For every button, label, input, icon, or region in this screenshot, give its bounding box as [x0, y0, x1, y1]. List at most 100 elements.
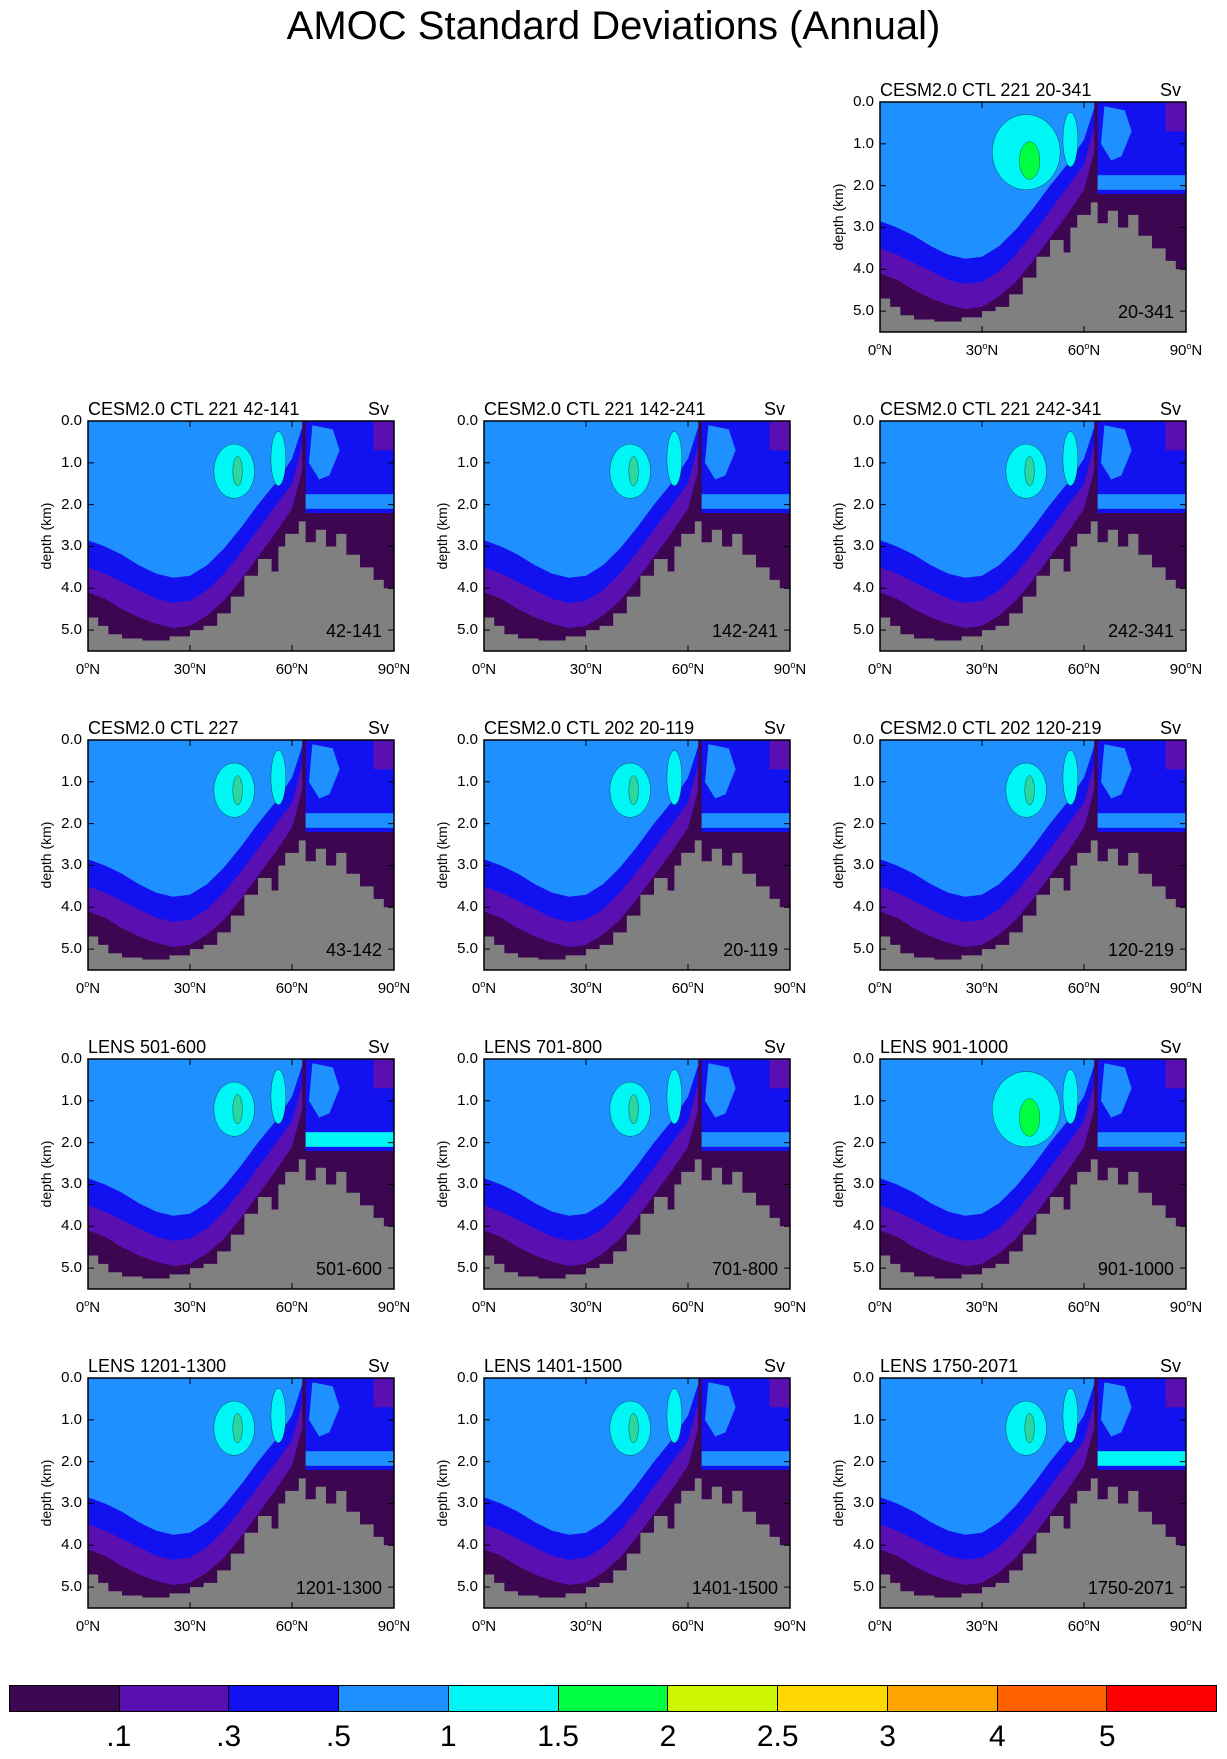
x-tick-suffix: N	[89, 980, 101, 997]
y-tick-label: 4.0	[61, 898, 82, 916]
seafloor-mask	[880, 1159, 1186, 1289]
x-tick-suffix: N	[987, 1299, 999, 1316]
degree-symbol: o	[190, 660, 196, 670]
y-tick-label: 1.0	[853, 134, 874, 152]
degree-symbol: o	[480, 660, 486, 670]
x-tick-label: 90oN	[1156, 657, 1216, 678]
x-tick-suffix: N	[1191, 1299, 1203, 1316]
seafloor-mask	[880, 1478, 1186, 1608]
x-tick-suffix: N	[591, 1618, 603, 1635]
degree-symbol: o	[1084, 660, 1090, 670]
panel-title: CESM2.0 CTL 221 42-141	[88, 399, 300, 419]
x-tick-suffix: N	[987, 980, 999, 997]
y-tick-label: 5.0	[61, 621, 82, 639]
period-label: 20-341	[1117, 302, 1174, 322]
y-tick-label: 2.0	[457, 814, 478, 832]
degree-symbol: o	[586, 1617, 592, 1627]
plot-frame	[483, 739, 791, 971]
x-tick-value: 60	[275, 980, 293, 997]
y-tick-label: 2.0	[61, 495, 82, 513]
arctic-band	[373, 740, 394, 770]
arctic-band	[1165, 102, 1186, 132]
x-tick-label: 30oN	[952, 976, 1012, 997]
colorbar-label: 2	[659, 1720, 677, 1753]
x-tick-suffix: N	[89, 661, 101, 678]
arctic-band	[1165, 1059, 1186, 1089]
panel-chart	[87, 1058, 395, 1290]
x-tick-suffix: N	[1089, 1299, 1101, 1316]
blob-1-1.5-north	[1062, 750, 1079, 805]
y-tick-label: 3.0	[853, 218, 874, 236]
y-tick-label: 0.0	[61, 731, 82, 748]
plot-frame	[879, 739, 1187, 971]
colorbar-label: 5	[1098, 1720, 1116, 1753]
degree-symbol: o	[190, 979, 196, 989]
y-axis-label: depth (km)	[434, 502, 450, 570]
x-tick-label: 30oN	[556, 1614, 616, 1635]
plot-frame	[879, 1058, 1187, 1290]
x-tick-suffix: N	[881, 342, 893, 359]
x-tick-label: 30oN	[952, 1614, 1012, 1635]
x-tick-value: 0	[471, 1618, 481, 1635]
y-tick-label: 0.0	[61, 1369, 82, 1386]
x-tick-suffix: N	[1089, 661, 1101, 678]
panel-chart	[483, 739, 791, 971]
x-tick-value: 30	[173, 661, 191, 678]
y-tick-label: 4.0	[853, 260, 874, 278]
colorbar-label: 3	[879, 1720, 896, 1753]
x-tick-value: 60	[275, 1299, 293, 1316]
blob-1-1.5-north	[270, 1069, 287, 1124]
blob-core	[1024, 775, 1035, 805]
seafloor-mask	[484, 521, 790, 651]
x-tick-value: 90	[1169, 342, 1187, 359]
degree-symbol: o	[1084, 1617, 1090, 1627]
degree-symbol: o	[84, 1298, 90, 1308]
overflow-band	[305, 494, 394, 509]
arctic-band	[1165, 421, 1186, 451]
x-tick-label: 0oN	[454, 1295, 514, 1316]
x-tick-value: 60	[1067, 980, 1085, 997]
x-tick-suffix: N	[987, 661, 999, 678]
x-tick-value: 30	[173, 1618, 191, 1635]
x-tick-suffix: N	[297, 1618, 309, 1635]
plot-frame	[483, 1058, 791, 1290]
colorbar-swatch	[118, 1686, 229, 1711]
degree-symbol: o	[982, 979, 988, 989]
degree-symbol: o	[84, 979, 90, 989]
degree-symbol: o	[876, 660, 882, 670]
overflow-band	[701, 1132, 790, 1147]
panel-chart	[483, 420, 791, 652]
period-label: 1750-2071	[1087, 1578, 1174, 1598]
y-tick-label: 0.0	[61, 1050, 82, 1067]
x-tick-value: 90	[377, 1618, 395, 1635]
panel-chart	[87, 420, 395, 652]
x-tick-label: 30oN	[160, 1614, 220, 1635]
x-tick-label: 60oN	[1054, 338, 1114, 359]
nordic-blob	[1101, 744, 1132, 799]
x-tick-value: 60	[275, 661, 293, 678]
seafloor-mask	[88, 521, 394, 651]
y-tick-label: 4.0	[61, 579, 82, 597]
colorbar-label: .1	[106, 1720, 132, 1753]
degree-symbol: o	[876, 341, 882, 351]
panel-unit: Sv	[368, 718, 390, 738]
x-tick-value: 30	[965, 661, 983, 678]
colorbar-label: 4	[989, 1720, 1006, 1753]
x-tick-value: 30	[965, 1618, 983, 1635]
y-tick-label: 1.0	[853, 453, 874, 471]
x-tick-value: 90	[1169, 980, 1187, 997]
seafloor-mask	[484, 1478, 790, 1608]
panel-chart	[879, 101, 1187, 333]
panel-unit: Sv	[368, 399, 390, 419]
x-tick-label: 0oN	[850, 1295, 910, 1316]
x-tick-label: 60oN	[658, 976, 718, 997]
x-tick-value: 0	[867, 980, 877, 997]
degree-symbol: o	[394, 1617, 400, 1627]
x-tick-label: 60oN	[1054, 1295, 1114, 1316]
y-tick-label: 3.0	[457, 856, 478, 874]
x-tick-label: 90oN	[760, 657, 820, 678]
plot-area	[483, 1058, 791, 1290]
x-tick-suffix: N	[297, 661, 309, 678]
chart-panel: CESM2.0 CTL 221 142-241 Sv depth (km) 0.0 1.…	[396, 399, 806, 734]
degree-symbol: o	[84, 660, 90, 670]
